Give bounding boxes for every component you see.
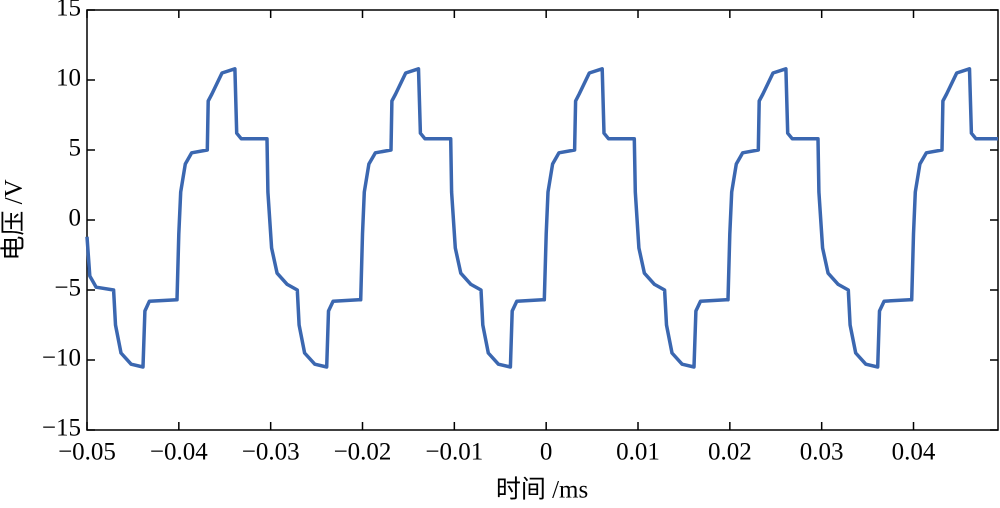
y-tick-label: 0 — [69, 205, 82, 232]
x-tick-label: −0.01 — [425, 439, 483, 466]
y-tick-label: 5 — [69, 135, 82, 162]
x-tick-label: −0.05 — [58, 439, 116, 466]
y-tick-label: −10 — [42, 345, 81, 372]
x-tick-label: 0.02 — [708, 439, 752, 466]
y-tick-label: 10 — [56, 65, 81, 92]
x-tick-label: −0.02 — [334, 439, 392, 466]
waveform-line — [85, 67, 998, 369]
x-tick-label: −0.04 — [150, 439, 208, 466]
y-tick-label: 15 — [56, 0, 81, 22]
x-tick-label: 0.04 — [892, 439, 936, 466]
x-tick-label: −0.03 — [242, 439, 300, 466]
x-tick-label: 0.01 — [616, 439, 660, 466]
y-axis-label: 电压 /V — [0, 179, 28, 260]
y-tick-label: −15 — [42, 415, 81, 442]
x-tick-label: 0 — [540, 439, 553, 466]
x-tick-label: 0.03 — [800, 439, 844, 466]
y-tick-label: −5 — [54, 275, 81, 302]
x-axis-label: 时间 /ms — [496, 476, 588, 504]
